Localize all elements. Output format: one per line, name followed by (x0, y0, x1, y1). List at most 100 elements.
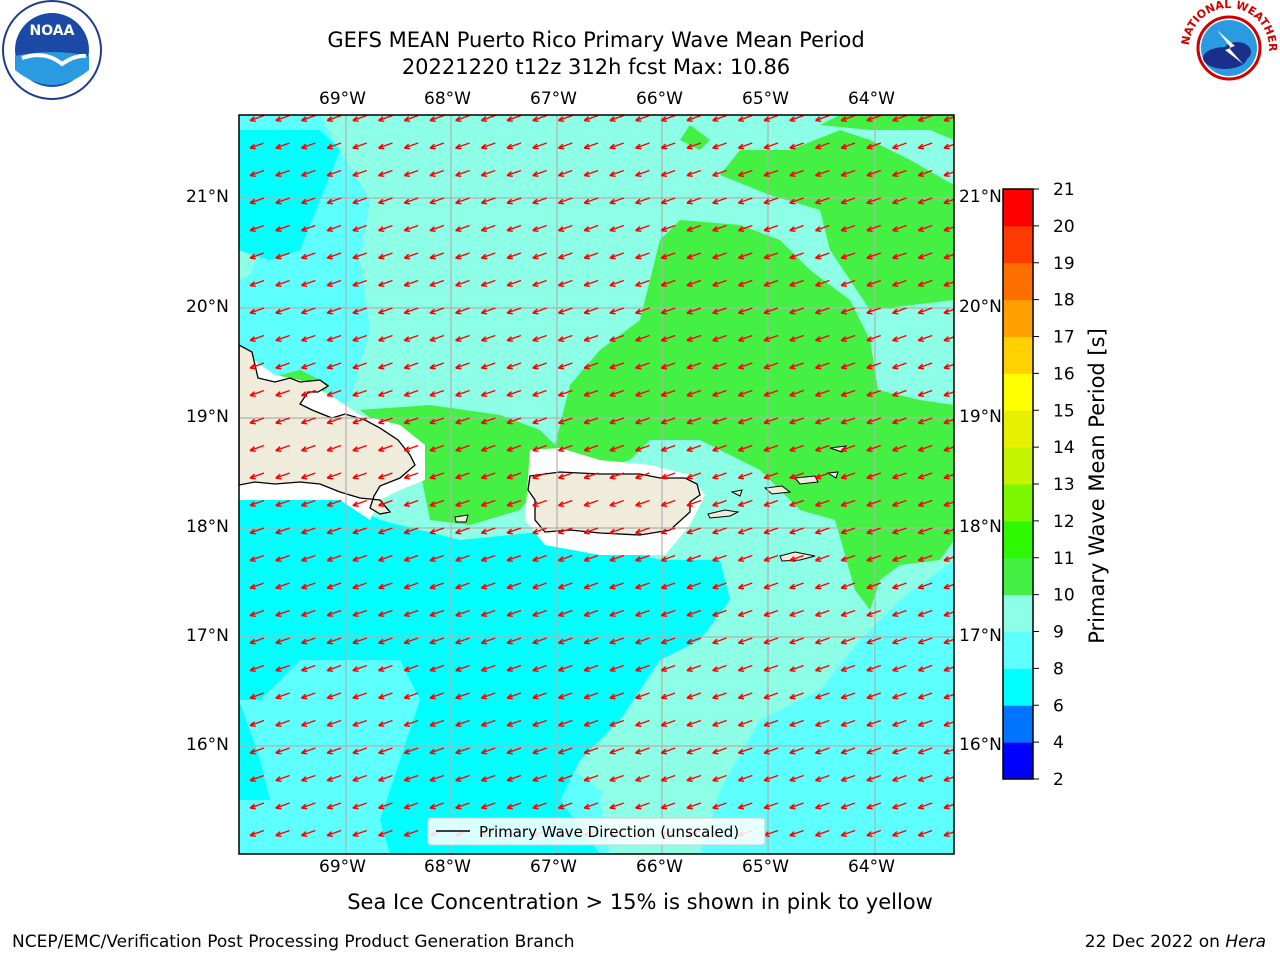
lat-label-left: 20°N (186, 297, 229, 317)
wave-arrow (403, 472, 419, 480)
wave-arrow (866, 829, 882, 837)
wave-arrow (943, 198, 954, 205)
wave-arrow (403, 389, 419, 397)
wave-arrow (506, 554, 522, 562)
wave-arrow (712, 637, 727, 645)
wave-arrow (892, 472, 907, 480)
wave-arrow (763, 334, 779, 342)
colorbar-segment (1003, 594, 1033, 632)
wave-arrow (943, 418, 954, 425)
wave-arrow (403, 719, 419, 727)
wave-arrow (814, 582, 830, 590)
wave-arrow (789, 692, 804, 700)
lat-label-right: 17°N (959, 626, 1002, 646)
wave-arrow (403, 169, 419, 177)
wave-arrow (557, 417, 573, 425)
wave-arrow (763, 169, 779, 177)
wave-arrow (763, 774, 779, 782)
wave-arrow (480, 307, 496, 315)
wave-arrow (249, 389, 265, 397)
wave-arrow (300, 499, 316, 507)
sea-ice-note: Sea Ice Concentration > 15% is shown in … (347, 890, 933, 914)
wave-arrow (455, 334, 470, 342)
wave-arrow (532, 224, 547, 232)
wave-arrow (326, 527, 342, 535)
wave-arrow (480, 637, 496, 645)
wave-arrow (866, 802, 882, 810)
wave-arrow (892, 609, 907, 617)
wave-arrow (249, 554, 265, 562)
wave-arrow (840, 664, 856, 672)
wave-arrow (635, 582, 650, 590)
lon-label-top: 68°W (424, 89, 471, 109)
wave-arrow (557, 802, 573, 810)
wave-arrow (609, 774, 625, 782)
wave-arrow (712, 279, 727, 287)
wave-arrow (557, 115, 573, 122)
wave-arrow (326, 417, 342, 425)
wave-arrow (789, 197, 804, 205)
wave-arrow (866, 774, 882, 782)
wave-arrow (917, 664, 933, 672)
wave-arrow (609, 499, 625, 507)
colorbar-label: Primary Wave Mean Period [s] (1085, 328, 1109, 644)
wave-arrow (403, 142, 419, 150)
wave-arrow (635, 444, 650, 452)
wave-arrow (557, 637, 573, 645)
wave-arrow (789, 224, 804, 232)
wave-arrow (532, 637, 547, 645)
wave-arrow (763, 115, 779, 122)
wave-arrow (378, 362, 393, 370)
colorbar-tick-label: 12 (1053, 512, 1075, 532)
wave-arrow (249, 115, 265, 122)
wave-arrow (429, 664, 445, 672)
wave-arrow (403, 499, 419, 507)
wave-arrow (403, 334, 419, 342)
wave-arrow (249, 334, 265, 342)
lon-label-top: 69°W (319, 89, 366, 109)
wave-arrow (635, 609, 650, 617)
wave-arrow (532, 307, 547, 315)
wave-arrow (866, 224, 882, 232)
wave-arrow (326, 224, 342, 232)
lat-label-right: 16°N (959, 735, 1002, 755)
wave-arrow (506, 389, 522, 397)
wave-arrow (814, 472, 830, 480)
wave-arrow (557, 389, 573, 397)
wave-arrow (712, 197, 727, 205)
wave-arrow (866, 362, 882, 370)
wave-arrow (326, 115, 342, 122)
wave-arrow (429, 417, 445, 425)
wave-arrow (686, 252, 702, 260)
wave-arrow (429, 527, 445, 535)
wave-arrow (814, 664, 830, 672)
wave-arrow (917, 389, 933, 397)
wave-arrow (660, 197, 676, 205)
wave-arrow (737, 444, 753, 452)
wave-arrow (917, 252, 933, 260)
wave-arrow (917, 554, 933, 562)
wave-arrow (300, 719, 316, 727)
island (454, 514, 469, 523)
wave-arrow (532, 362, 547, 370)
wave-arrow (583, 169, 599, 177)
wave-arrow (378, 802, 393, 810)
wave-arrow (763, 417, 779, 425)
run-date-text: 22 Dec 2022 on (1084, 932, 1226, 952)
wave-arrow (275, 362, 290, 370)
wave-arrow (583, 142, 599, 150)
wave-arrow (917, 362, 933, 370)
colorbar-tick-label: 10 (1053, 586, 1075, 606)
wave-arrow (892, 334, 907, 342)
wave-arrow (532, 197, 547, 205)
wave-arrow (275, 664, 290, 672)
wave-arrow (609, 142, 625, 150)
wave-arrow (712, 362, 727, 370)
wave-arrow (557, 554, 573, 562)
wave-arrow (455, 774, 470, 782)
wave-arrow (712, 389, 727, 397)
wave-arrow (583, 444, 599, 452)
wave-arrow (378, 307, 393, 315)
wave-arrow (249, 224, 265, 232)
wave-arrow (326, 389, 342, 397)
